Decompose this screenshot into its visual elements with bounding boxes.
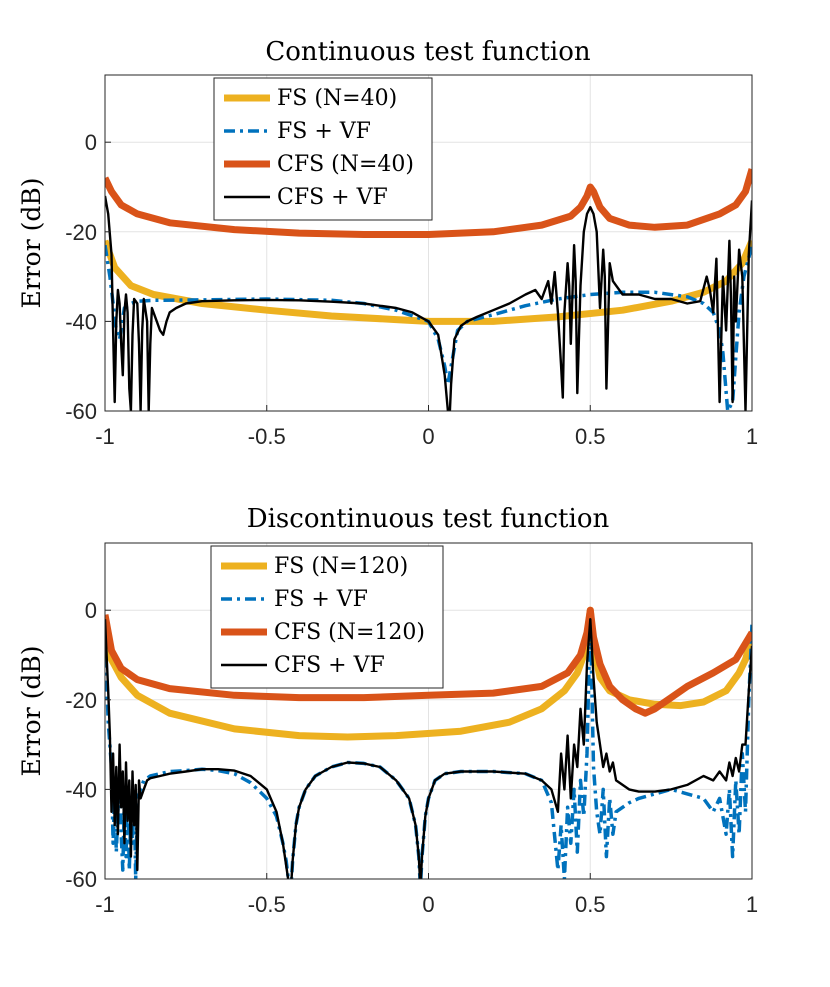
bottom-x-tick-label: 0.5	[575, 892, 606, 917]
bottom-y-tick-label: 0	[85, 598, 97, 623]
bottom-y-tick-label: -40	[65, 777, 97, 802]
bottom-y-tick-label: -20	[65, 688, 97, 713]
top-x-tick-label: 0	[422, 424, 434, 449]
top-x-tick-label: 0.5	[575, 424, 606, 449]
top-x-tick-label: -1	[95, 424, 115, 449]
bottom-y-tick-label: -60	[65, 867, 97, 892]
top-legend-label-2: CFS (N=40)	[277, 152, 414, 177]
top-chart-legend-entries: FS (N=40) FS + VF CFS (N=40) CFS + VF	[224, 86, 414, 210]
bottom-legend-label-0: FS (N=120)	[274, 554, 408, 579]
top-chart-legend: FS (N=40) FS + VF CFS (N=40) CFS + VF	[213, 77, 433, 221]
top-chart-x-ticks: -1 -0.5 0 0.5 1	[95, 405, 758, 449]
top-x-tick-label: 1	[746, 424, 758, 449]
bottom-chart-plot-area	[105, 606, 752, 879]
bottom-x-tick-label: 1	[746, 892, 758, 917]
top-legend-label-3: CFS + VF	[277, 185, 388, 210]
bottom-legend-label-3: CFS + VF	[274, 653, 385, 678]
bottom-chart-title: Discontinuous test function	[247, 504, 610, 534]
top-legend-label-1: FS + VF	[277, 119, 371, 144]
top-chart-y-ticks: -60 -40 -20 0	[65, 130, 111, 424]
bottom-chart-y-axis-label: Error (dB)	[17, 646, 46, 777]
top-y-tick-label: -60	[65, 399, 97, 424]
top-x-tick-label: -0.5	[248, 424, 286, 449]
bottom-chart-legend-entries: FS (N=120) FS + VF CFS (N=120) CFS + VF	[221, 554, 425, 678]
top-y-tick-label: -40	[65, 309, 97, 334]
bottom-legend-label-1: FS + VF	[274, 587, 368, 612]
top-y-tick-label: -20	[65, 220, 97, 245]
bottom-chart-panel: Discontinuous test function Error (dB) -…	[17, 504, 758, 917]
top-chart-y-axis-label: Error (dB)	[17, 178, 46, 309]
bottom-x-tick-label: -1	[95, 892, 115, 917]
bottom-x-tick-label: 0	[422, 892, 434, 917]
bottom-legend-label-2: CFS (N=120)	[274, 620, 425, 645]
bottom-chart-legend: FS (N=120) FS + VF CFS (N=120) CFS + VF	[210, 545, 444, 689]
bottom-chart-y-ticks: -60 -40 -20 0	[65, 598, 111, 892]
bottom-series-2	[105, 606, 752, 717]
bottom-series-0	[105, 606, 752, 741]
top-legend-label-0: FS (N=40)	[277, 86, 397, 111]
bottom-chart-x-ticks: -1 -0.5 0 0.5 1	[95, 873, 758, 917]
top-series-3	[105, 195, 752, 411]
bottom-series-3	[105, 618, 752, 879]
top-chart-plot-area	[105, 168, 752, 411]
top-series-2	[105, 168, 752, 238]
top-y-tick-label: 0	[85, 130, 97, 155]
top-chart-title: Continuous test function	[265, 37, 591, 67]
bottom-x-tick-label: -0.5	[248, 892, 286, 917]
